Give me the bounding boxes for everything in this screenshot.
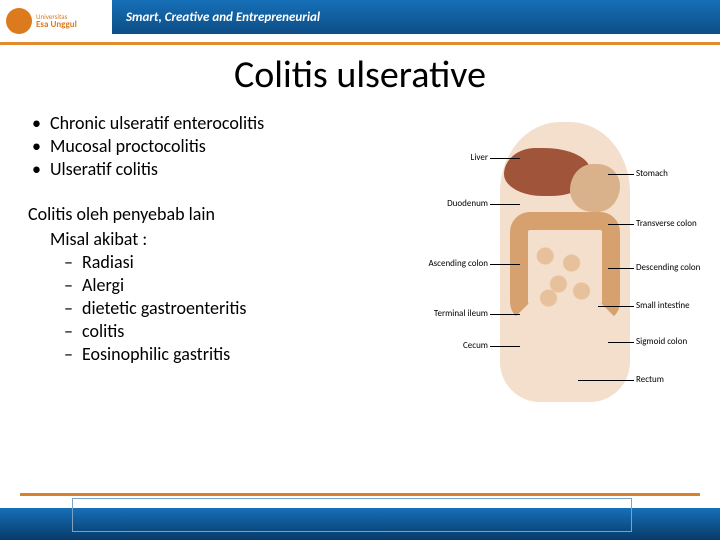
- leader-line: [608, 174, 634, 175]
- header: Universitas Esa Unggul Smart, Creative a…: [0, 0, 720, 42]
- list-item: colitis: [28, 320, 418, 343]
- slide-title: Colitis ulserative: [0, 52, 720, 98]
- leader-line: [598, 306, 634, 307]
- tagline-bar: Smart, Creative and Entrepreneurial: [112, 0, 720, 34]
- subheading: Colitis oleh penyebab lain: [28, 203, 418, 226]
- label-duodenum: Duodenum: [447, 198, 488, 209]
- list-item: dietetic gastroenteritis: [28, 297, 418, 320]
- leader-line: [490, 158, 520, 159]
- logo-line2: Esa Unggul: [36, 20, 77, 29]
- list-item: Ulseratif colitis: [28, 158, 418, 181]
- label-descending-colon: Descending colon: [636, 262, 700, 273]
- label-rectum: Rectum: [636, 374, 664, 385]
- tagline: Smart, Creative and Entrepreneurial: [126, 10, 320, 25]
- orange-divider: [0, 42, 720, 45]
- logo-text: Universitas Esa Unggul: [36, 13, 77, 29]
- leader-line: [608, 224, 634, 225]
- bullet-list-2: Misal akibat :: [28, 228, 418, 251]
- label-cecum: Cecum: [463, 340, 488, 351]
- list-item: Eosinophilic gastritis: [28, 343, 418, 366]
- list-item: Alergi: [28, 274, 418, 297]
- list-item: Mucosal proctocolitis: [28, 135, 418, 158]
- bullet-list-3: Radiasi Alergi dietetic gastroenteritis …: [28, 251, 418, 366]
- leader-line: [490, 204, 520, 205]
- leader-line: [490, 346, 520, 347]
- logo-block: Universitas Esa Unggul: [0, 0, 112, 42]
- leader-line: [608, 342, 634, 343]
- list-item: Chronic ulseratif enterocolitis: [28, 112, 418, 135]
- label-ascending-colon: Ascending colon: [428, 258, 488, 269]
- label-liver: Liver: [471, 152, 488, 163]
- label-sigmoid-colon: Sigmoid colon: [636, 336, 687, 347]
- anatomy-diagram: Liver Duodenum Ascending colon Terminal …: [430, 112, 700, 422]
- label-terminal-ileum: Terminal ileum: [434, 308, 488, 319]
- body-column: Chronic ulseratif enterocolitis Mucosal …: [28, 112, 418, 366]
- leader-line: [608, 268, 634, 269]
- small-intestine-shape: [532, 242, 598, 312]
- label-small-intestine: Small intestine: [636, 300, 690, 311]
- leader-line: [578, 380, 634, 381]
- footer-orange-line: [20, 493, 700, 496]
- bullet-list-1: Chronic ulseratif enterocolitis Mucosal …: [28, 112, 418, 181]
- label-transverse-colon: Transverse colon: [636, 218, 697, 229]
- list-item: Misal akibat :: [28, 228, 418, 251]
- stomach-shape: [570, 164, 620, 212]
- footer: [0, 486, 720, 540]
- list-item: Radiasi: [28, 251, 418, 274]
- label-stomach: Stomach: [636, 168, 668, 179]
- leader-line: [490, 314, 520, 315]
- logo-icon: [6, 8, 32, 34]
- footer-box: [72, 498, 632, 532]
- leader-line: [490, 264, 520, 265]
